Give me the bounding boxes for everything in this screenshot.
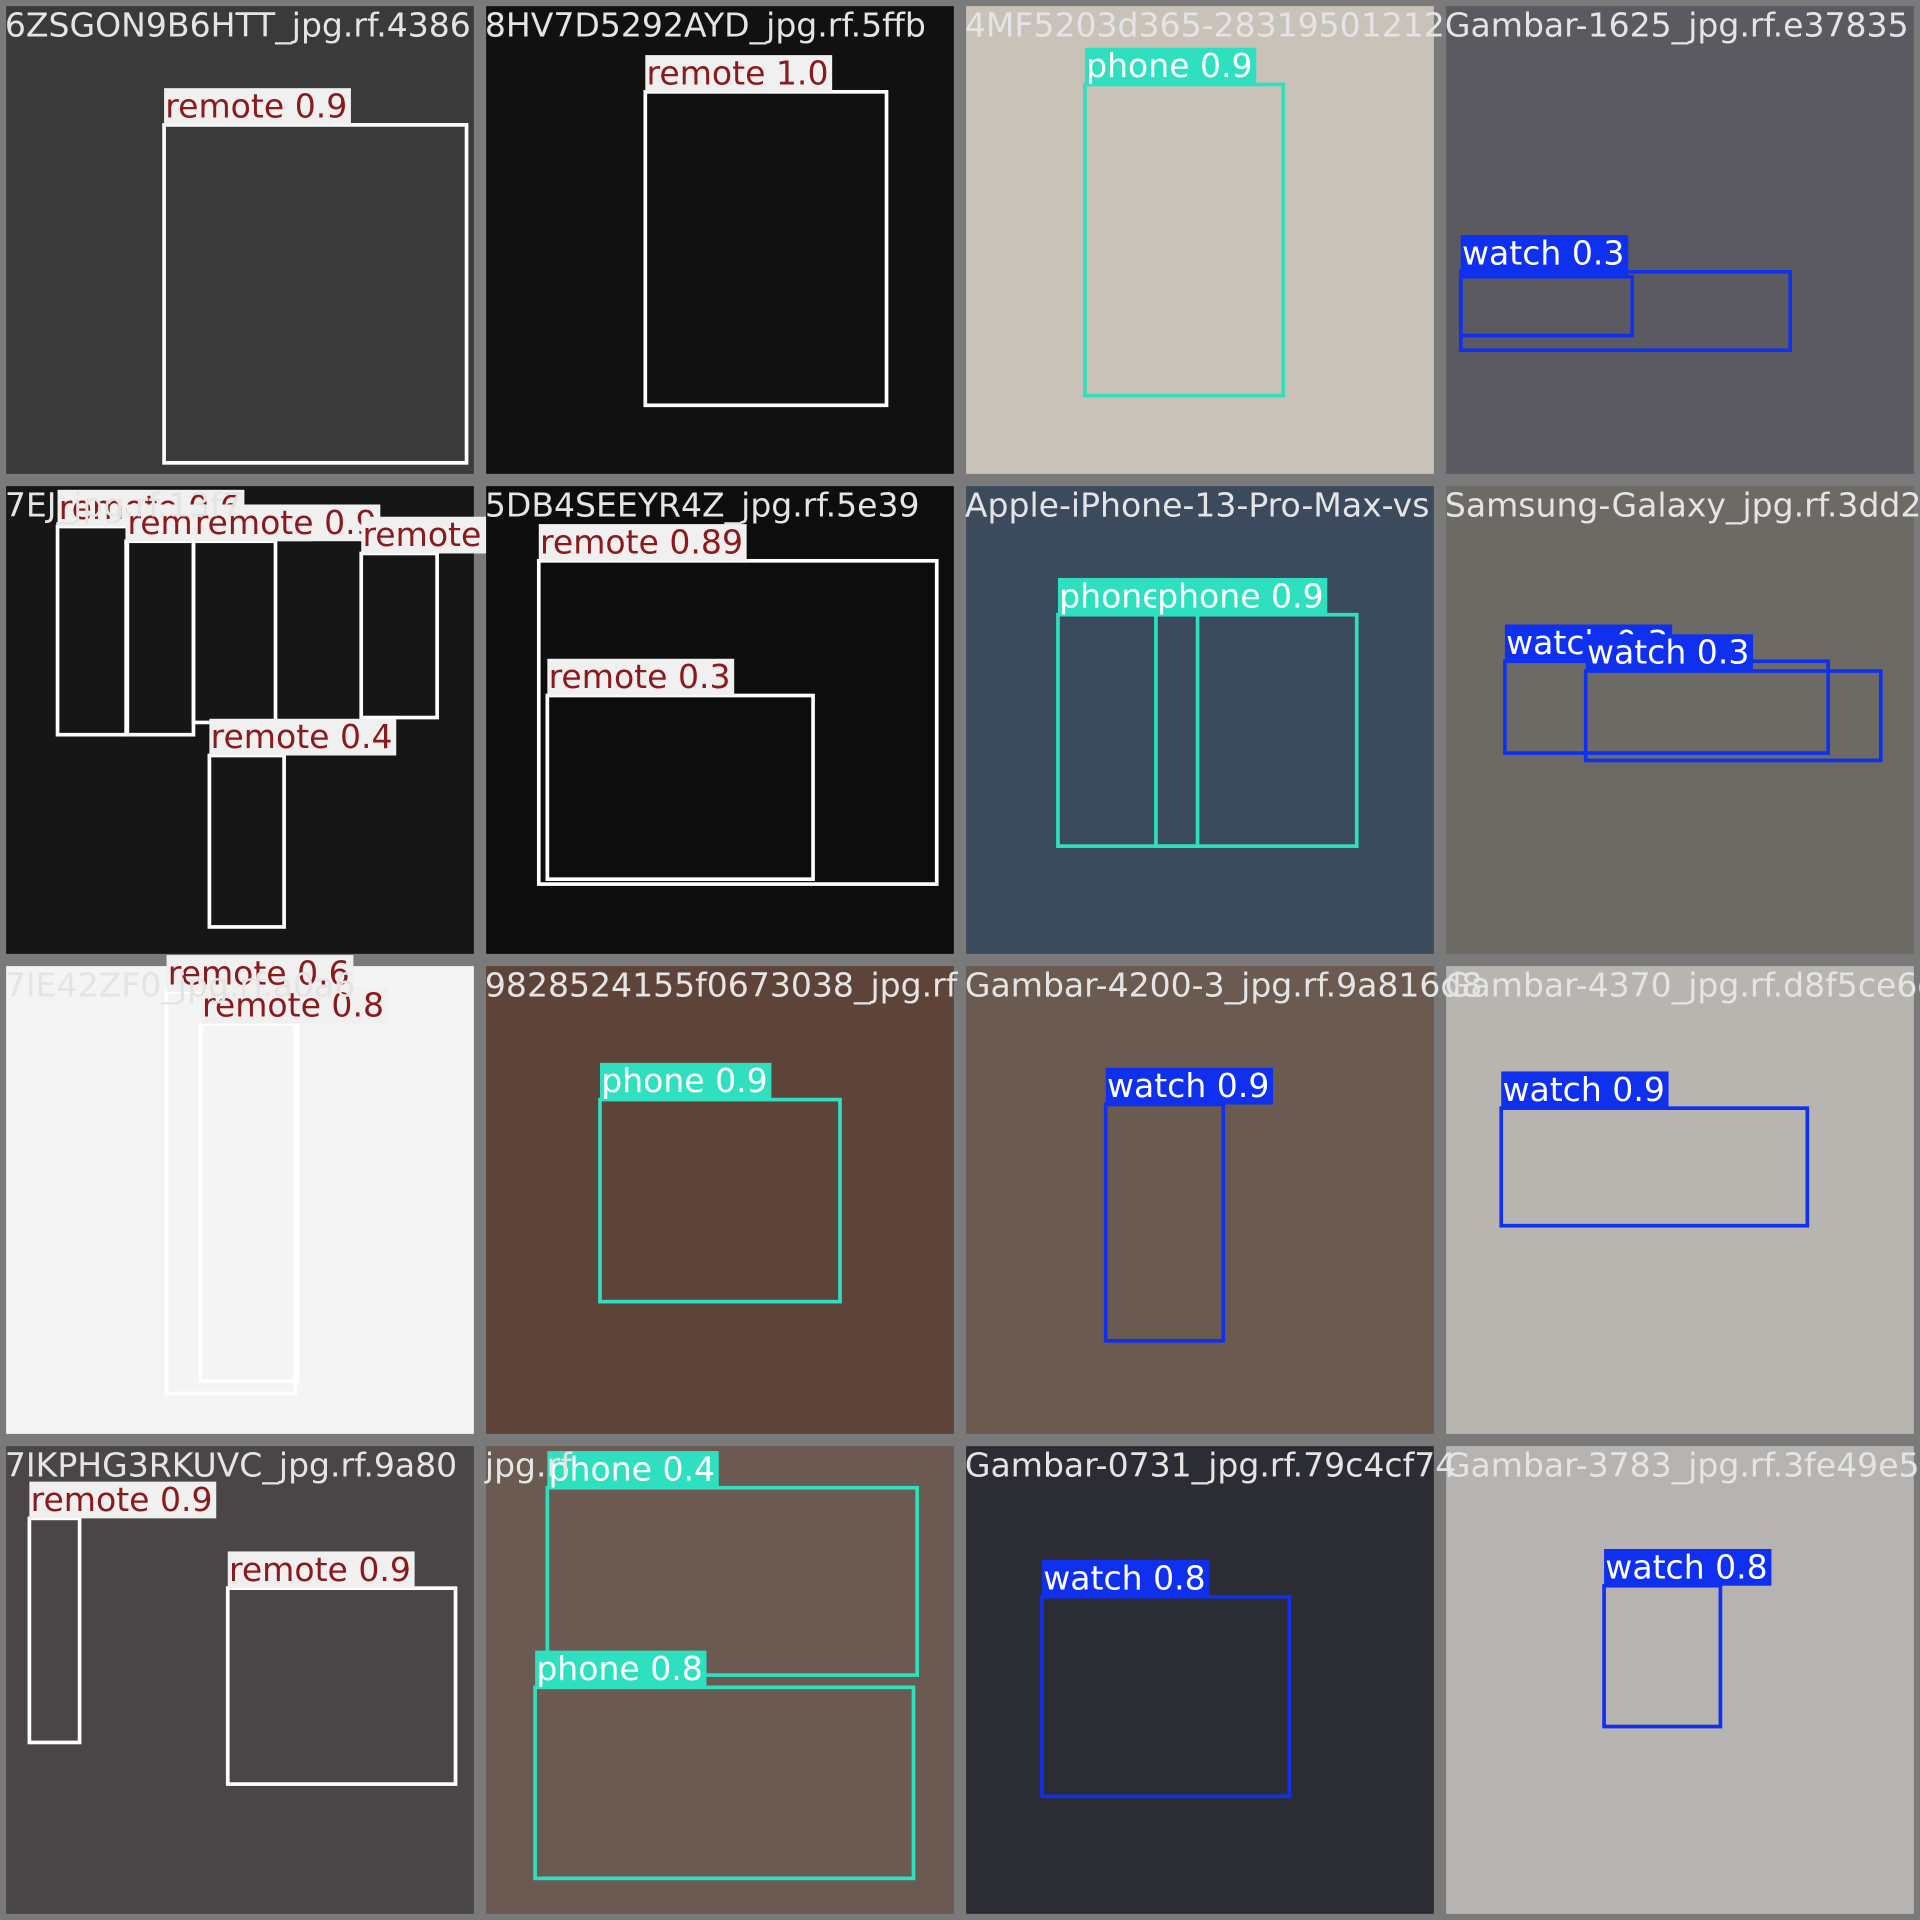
- detection-label: remote 1.0: [647, 53, 829, 92]
- detection-label: remote 0.9: [229, 1550, 411, 1589]
- tile: phone 0.4 phone 0.8: [486, 1446, 954, 1914]
- label-background: [209, 718, 397, 756]
- label-background: [547, 658, 735, 696]
- tile: watch 0.8: [1446, 1446, 1914, 1914]
- label-background: [547, 1451, 719, 1488]
- tile: remote 0.9: [6, 6, 474, 474]
- label-background: [1460, 235, 1629, 272]
- detection-label: remote 0.89: [540, 522, 743, 561]
- filename: 7IE42ZF0_jpg.rf.a0a6: [5, 966, 355, 1005]
- label-background: [1501, 1071, 1669, 1109]
- label-background: [535, 1650, 707, 1688]
- tile: watch 0.9: [966, 966, 1434, 1434]
- tile: watch 0.4watch 0.3: [1446, 6, 1914, 474]
- photo: [966, 966, 1434, 1434]
- label-background: [1604, 1548, 1772, 1586]
- detection-label: watch 0.9: [1107, 1066, 1269, 1105]
- filename: Gambar-1625_jpg.rf.e37835: [1445, 6, 1909, 45]
- detection-label: remote 0.9: [165, 87, 347, 126]
- filename: 5DB4SEEYR4Z_jpg.rf.5e39: [485, 486, 920, 525]
- detection-label: phone 0.9: [601, 1061, 767, 1100]
- filename: Gambar-4200-3_jpg.rf.9a816d8: [965, 966, 1483, 1005]
- filename: 9828524155f0673038_jpg.rf: [485, 966, 959, 1005]
- detection-label: remote 0.8: [202, 985, 384, 1024]
- label-background: [227, 1551, 415, 1589]
- detection-label: phone 0.9: [1086, 46, 1252, 85]
- label-background: [1585, 634, 1754, 672]
- label-background: [200, 986, 388, 1024]
- filename: 7IKPHG3RKUVC_jpg.rf.9a80: [5, 1446, 457, 1485]
- tile: watch 0.3watch 0.3: [1446, 486, 1914, 954]
- label-background: [1084, 47, 1257, 85]
- label-background: [645, 55, 833, 92]
- detection-label: watch 0.9: [1502, 1070, 1664, 1109]
- detection-label: phone 0.4: [549, 1449, 715, 1488]
- filename: 4MF5203d365-28319501212: [965, 6, 1445, 45]
- photo: [6, 1446, 474, 1914]
- label-background: [29, 1481, 217, 1519]
- tile: watch 0.8: [966, 1446, 1434, 1914]
- photo: [1446, 966, 1914, 1434]
- detection-label: watch 0.8: [1043, 1558, 1205, 1597]
- filename: jpg.rf: [484, 1446, 573, 1485]
- detection-label: phone 0.8: [536, 1649, 702, 1688]
- photo: [6, 966, 474, 1434]
- tile: phone 0.9: [486, 966, 954, 1434]
- label-background: [166, 955, 354, 992]
- tile: remote 0.89 remote 0.3: [486, 486, 954, 954]
- filename: 6ZSGON9B6HTT_jpg.rf.4386: [5, 6, 471, 45]
- label-background: [193, 504, 381, 542]
- label-background: [600, 1062, 772, 1100]
- tile: watch 0.9: [1446, 966, 1914, 1434]
- photo: [6, 6, 474, 474]
- detection-label: remote 0.4: [211, 717, 393, 756]
- photo: [486, 486, 954, 954]
- label-background: [1105, 1067, 1274, 1105]
- filename: Gambar-3783_jpg.rf.3fe49e56: [1445, 1446, 1920, 1485]
- label-background: [1042, 1560, 1210, 1597]
- label-background: [164, 88, 351, 125]
- detection-label: remote 0.9: [31, 1480, 213, 1519]
- detection-label: watch 0.3: [1462, 233, 1624, 272]
- photo: [1446, 486, 1914, 954]
- detection-label: phone 0.9: [1157, 576, 1323, 615]
- photo: [966, 1446, 1434, 1914]
- tile: phone 0.9: [966, 6, 1434, 474]
- tile: remote 1.0: [486, 6, 954, 474]
- filename: Gambar-4370_jpg.rf.d8f5ce6d: [1445, 966, 1920, 1005]
- detection-label: remote 0.3: [549, 657, 731, 696]
- detection-label: remote 0.6: [168, 953, 350, 992]
- filename: Apple-iPhone-13-Pro-Max-vs: [965, 486, 1430, 525]
- filename: 8HV7D5292AYD_jpg.rf.5ffb: [485, 6, 926, 45]
- filename: Samsung-Galaxy_jpg.rf.3dd2a93: [1445, 486, 1920, 525]
- detection-label: watch 0.8: [1605, 1547, 1767, 1586]
- photo: [1446, 1446, 1914, 1914]
- detection-label: watch 0.3: [1587, 633, 1749, 672]
- photo: [966, 486, 1434, 954]
- filename: Gambar-0731_jpg.rf.79c4cf74: [965, 1446, 1456, 1485]
- detection-box: [533, 1685, 916, 1881]
- detection-box: [545, 1485, 919, 1677]
- label-background: [1155, 577, 1328, 615]
- filename: 7EJ_jpg.rf.13f7: [5, 486, 243, 525]
- detection-label: remote 0.9: [195, 503, 377, 542]
- tile: remote 0.9 remote 0.9: [6, 1446, 474, 1914]
- photo: [486, 966, 954, 1434]
- label-background: [538, 524, 747, 561]
